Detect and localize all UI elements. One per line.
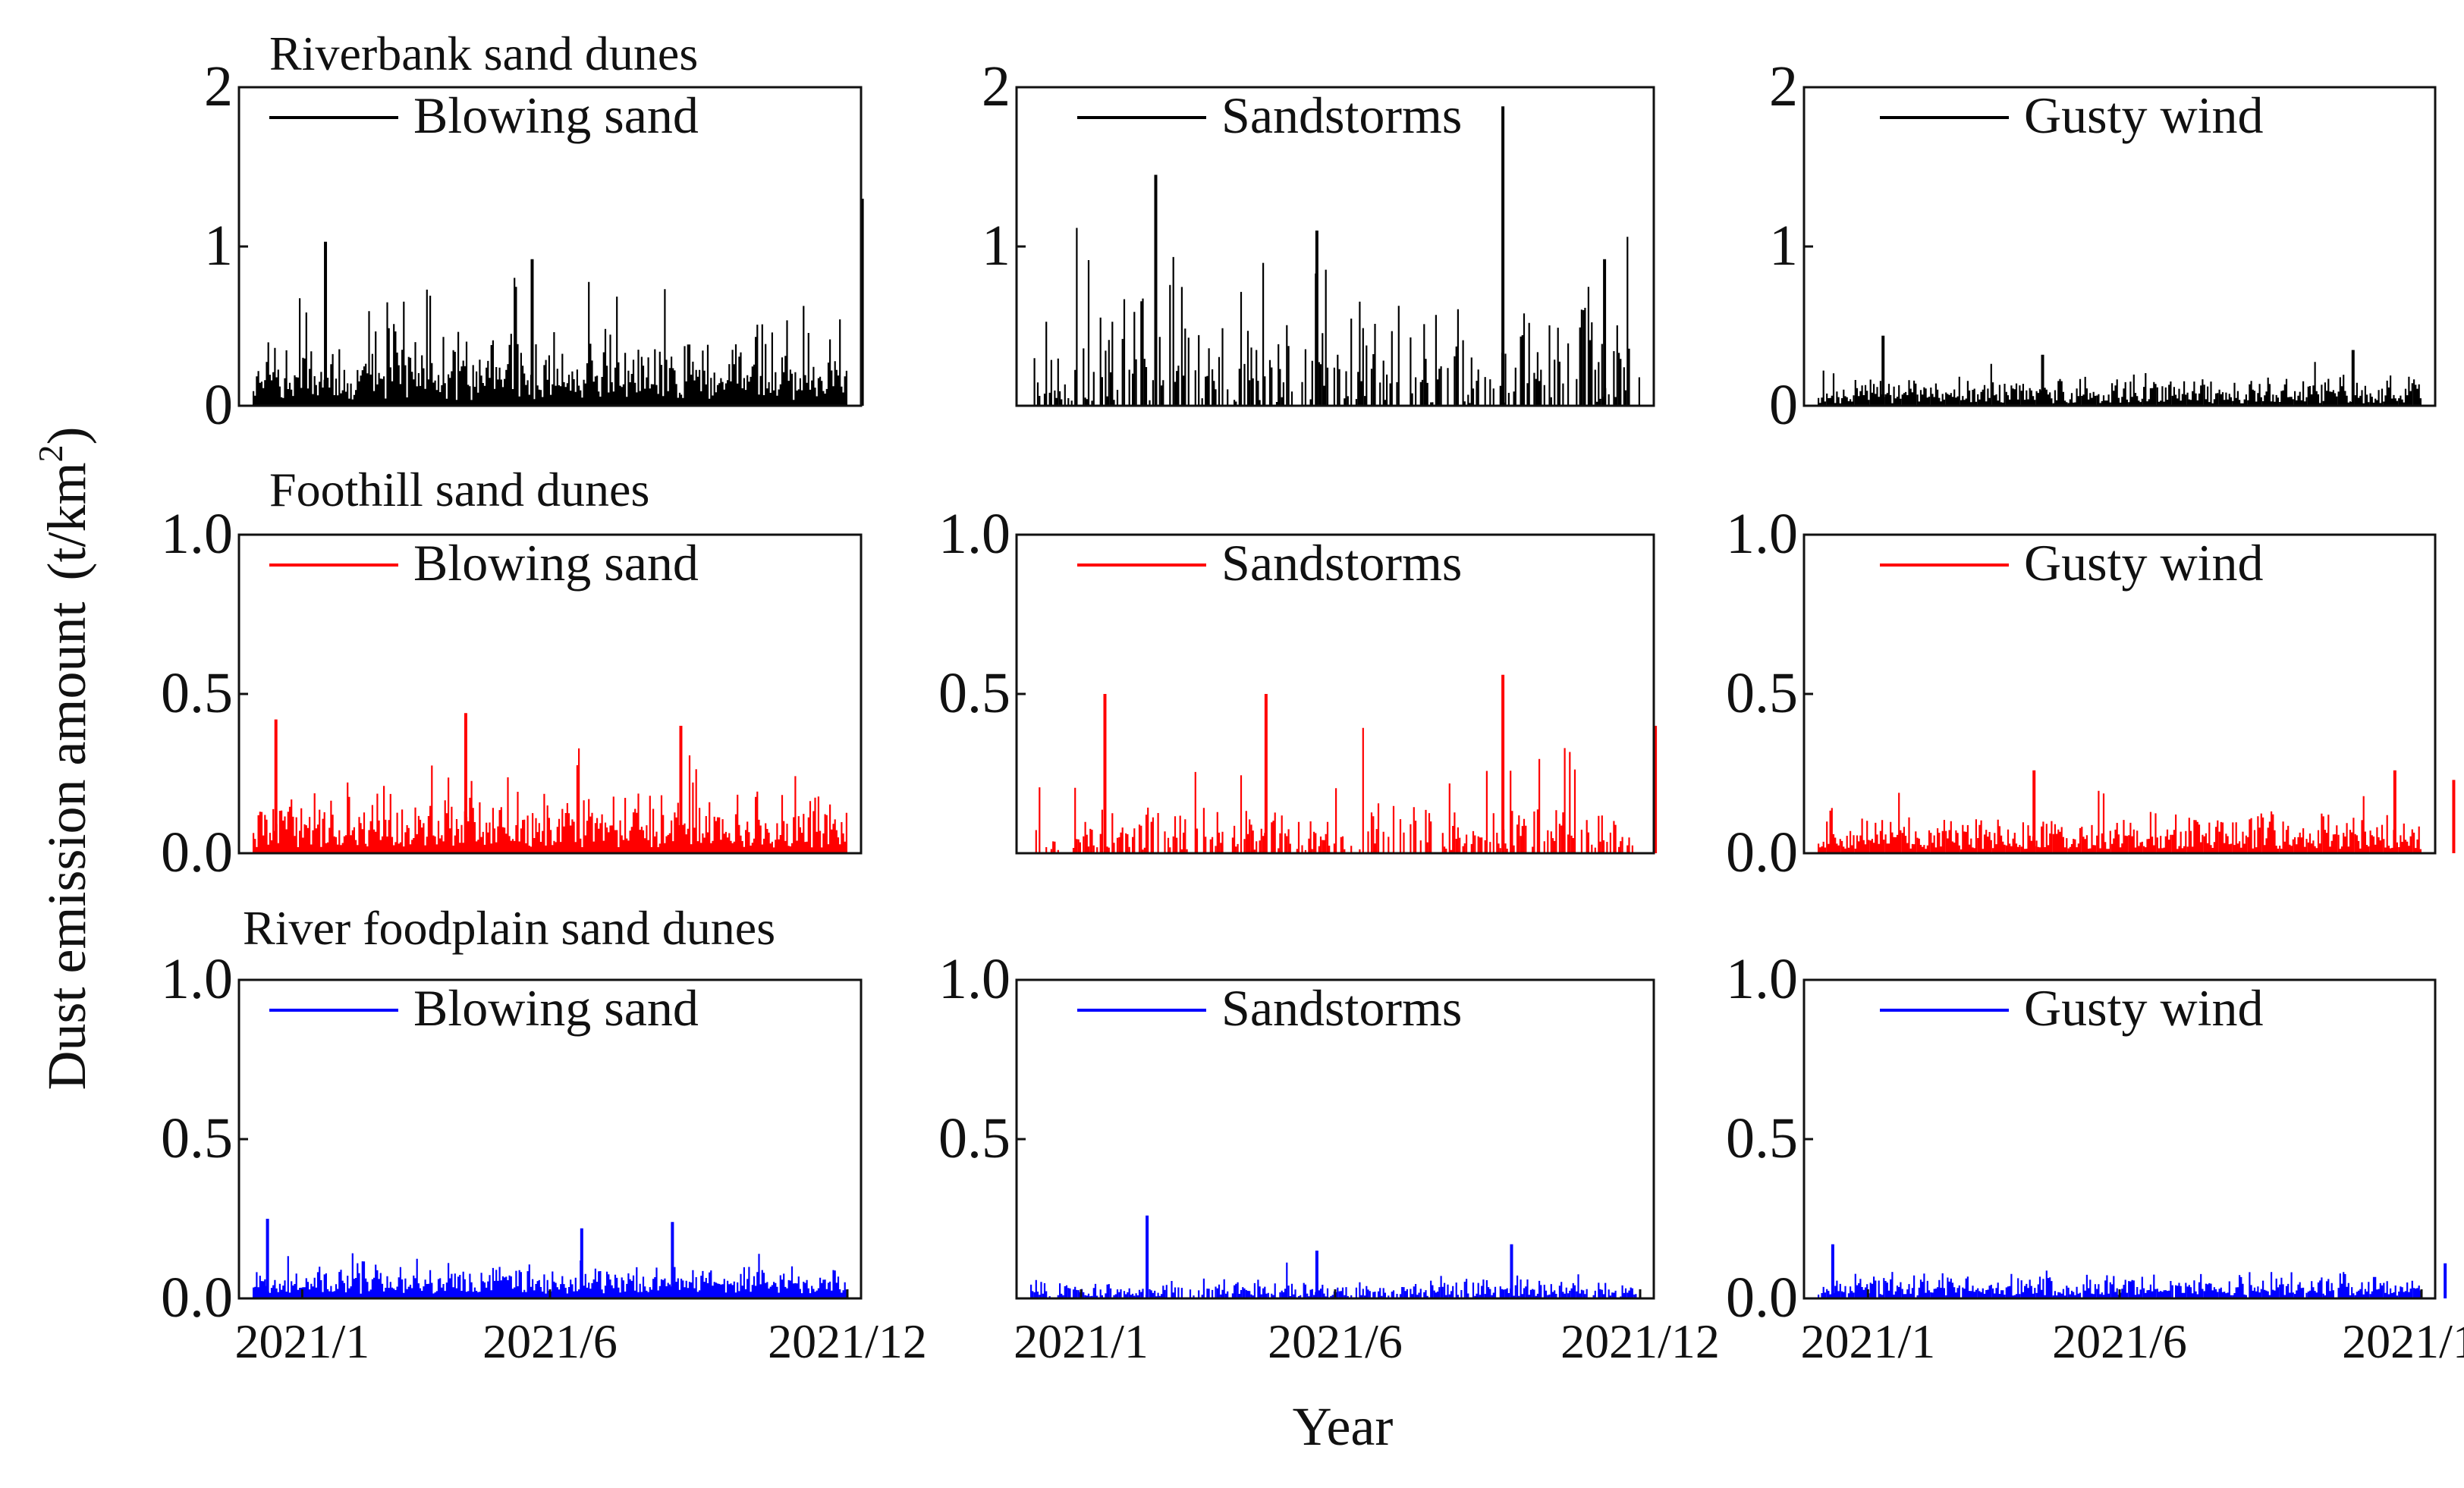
chart-floodplain-gusty-wind-xtick-label-1: 2021/6 (2052, 1314, 2187, 1368)
chart-foothill-sandstorms-series-line (1030, 727, 1639, 855)
row-title-riverbank: Riverbank sand dunes (269, 27, 698, 80)
chart-riverbank-blowing-sand-legend-label: Blowing sand (413, 86, 699, 144)
chart-floodplain-blowing-sand-xtick-label-0: 2021/1 (234, 1314, 369, 1368)
chart-floodplain-blowing-sand-ytick-label-1: 0.5 (161, 1107, 233, 1170)
chart-floodplain-gusty-wind-xtick-label-2: 2021/12 (2342, 1314, 2464, 1368)
chart-floodplain-sandstorms: 0.5 1.0 2021/1 2021/6 2021/12 Sandstorms (938, 947, 1720, 1368)
chart-riverbank-blowing-sand-ytick-label-1: 1 (204, 214, 233, 278)
chart-riverbank-gusty-wind-ytick-label-1: 1 (1769, 214, 1798, 278)
chart-floodplain-blowing-sand-legend-label: Blowing sand (413, 979, 699, 1037)
chart-riverbank-sandstorms-ytick-label-1: 2 (982, 55, 1010, 118)
chart-floodplain-sandstorms-xtick-label-2: 2021/12 (1560, 1314, 1720, 1368)
chart-floodplain-blowing-sand-xtick-label-1: 2021/6 (482, 1314, 618, 1368)
chart-foothill-blowing-sand: 0.0 0.5 1.0 Blowing sand (161, 502, 863, 884)
chart-riverbank-gusty-wind-ytick-label-2: 2 (1769, 55, 1798, 118)
chart-floodplain-sandstorms-ytick-label-1: 1.0 (938, 947, 1010, 1011)
chart-foothill-blowing-sand-ytick-label-1: 0.5 (161, 661, 233, 725)
chart-foothill-sandstorms: 0.5 1.0 Sandstorms (938, 502, 1658, 855)
chart-riverbank-blowing-sand-ytick-label-2: 2 (204, 55, 233, 118)
chart-riverbank-sandstorms-ytick-label-0: 1 (982, 214, 1010, 278)
chart-foothill-blowing-sand-legend-label: Blowing sand (413, 534, 699, 592)
chart-riverbank-sandstorms: 1 2 Sandstorms (982, 55, 1655, 407)
chart-foothill-gusty-wind-ytick-label-1: 0.5 (1726, 661, 1798, 725)
y-axis-unit-close: ) (36, 427, 97, 445)
chart-riverbank-gusty-wind-ytick-label-0: 0 (1769, 373, 1798, 437)
chart-foothill-gusty-wind-series-line (1818, 790, 2422, 855)
chart-foothill-gusty-wind-ytick-label-0: 0.0 (1726, 821, 1798, 884)
x-axis-title: Year (1293, 1396, 1394, 1457)
chart-floodplain-gusty-wind-ytick-label-0: 0.0 (1726, 1266, 1798, 1329)
chart-foothill-sandstorms-ytick-label-1: 1.0 (938, 502, 1010, 566)
chart-foothill-gusty-wind-ytick-label-2: 1.0 (1726, 502, 1798, 566)
y-axis-title-main: Dust emission amount (36, 601, 97, 1090)
chart-floodplain-sandstorms-legend-label: Sandstorms (1221, 979, 1462, 1037)
chart-foothill-blowing-sand-ytick-label-0: 0.0 (161, 821, 233, 884)
chart-floodplain-gusty-wind: 0.0 0.5 1.0 2021/1 2021/6 2021/12 Gusty wind (1726, 947, 2464, 1368)
chart-foothill-blowing-sand-ytick-label-2: 1.0 (161, 502, 233, 566)
chart-foothill-sandstorms-ytick-label-0: 0.5 (938, 661, 1010, 725)
chart-floodplain-gusty-wind-legend-label: Gusty wind (2024, 979, 2263, 1037)
chart-riverbank-blowing-sand-series-line (253, 278, 847, 407)
y-axis-unit: (t/km (36, 462, 97, 580)
chart-floodplain-sandstorms-xtick-label-0: 2021/1 (1014, 1314, 1149, 1368)
chart-riverbank-blowing-sand-ytick-label-0: 0 (204, 373, 233, 437)
chart-riverbank-gusty-wind: 0 1 2 Gusty wind (1769, 55, 2437, 437)
row-title-floodplain: River foodplain sand dunes (243, 901, 775, 955)
chart-floodplain-gusty-wind-ytick-label-1: 0.5 (1726, 1107, 1798, 1170)
chart-floodplain-blowing-sand-ytick-label-0: 0.0 (161, 1266, 233, 1329)
chart-riverbank-blowing-sand: 0 1 2 Blowing sand (204, 55, 864, 437)
chart-foothill-gusty-wind: 0.0 0.5 1.0 Gusty wind (1726, 502, 2456, 884)
chart-floodplain-blowing-sand-ytick-label-2: 1.0 (161, 947, 233, 1011)
chart-foothill-blowing-sand-series-line (253, 748, 847, 855)
row-title-foothill: Foothill sand dunes (269, 463, 649, 516)
chart-floodplain-blowing-sand-xtick-label-2: 2021/12 (768, 1314, 927, 1368)
chart-riverbank-sandstorms-series-line (1030, 228, 1640, 407)
chart-floodplain-gusty-wind-xtick-label-0: 2021/1 (1800, 1314, 1935, 1368)
chart-floodplain-sandstorms-ytick-label-0: 0.5 (938, 1107, 1010, 1170)
chart-riverbank-sandstorms-legend-label: Sandstorms (1221, 86, 1462, 144)
y-axis-title: Dust emission amount (t/km2) (31, 427, 97, 1091)
chart-foothill-sandstorms-legend-label: Sandstorms (1221, 534, 1462, 592)
chart-floodplain-sandstorms-xtick-label-1: 2021/6 (1268, 1314, 1403, 1368)
chart-foothill-gusty-wind-legend-label: Gusty wind (2024, 534, 2263, 592)
chart-floodplain-gusty-wind-ytick-label-2: 1.0 (1726, 947, 1798, 1011)
y-axis-unit-sup: 2 (31, 444, 70, 462)
chart-riverbank-gusty-wind-series-line (1818, 362, 2422, 407)
chart-riverbank-gusty-wind-legend-label: Gusty wind (2024, 86, 2263, 144)
chart-panels: 0 1 2 Blowing sand 1 2 Sandstorms 0 1 2 Gusty wind… (161, 55, 2464, 1368)
chart-floodplain-blowing-sand: 0.0 0.5 1.0 2021/1 2021/6 2021/12 Blowing sand (161, 947, 927, 1368)
